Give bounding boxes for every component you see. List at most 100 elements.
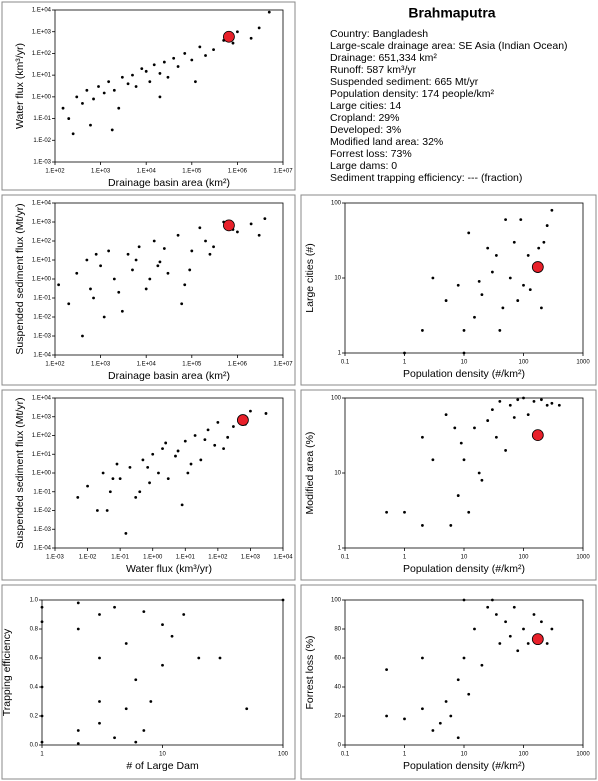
point [504, 620, 507, 624]
point [212, 245, 215, 249]
panel-frame [1, 194, 296, 386]
point [473, 627, 476, 631]
x-tick-label: 10 [461, 360, 468, 366]
point [218, 656, 222, 660]
panel-frame [300, 194, 597, 386]
x-tick-label: 100 [518, 360, 529, 366]
point [512, 240, 516, 244]
point [112, 88, 116, 92]
point [113, 605, 116, 609]
point [75, 95, 79, 99]
highlight-point [531, 633, 544, 646]
point [176, 449, 180, 453]
x-tick-label: 1.E+03 [91, 169, 111, 175]
point [504, 218, 507, 222]
point [188, 268, 192, 272]
point [105, 509, 109, 512]
point [120, 309, 124, 313]
y-tick-label: 10 [334, 471, 341, 477]
y-tick-label: 1.E+03 [32, 29, 52, 35]
point [102, 315, 106, 319]
y-tick-label: 100 [331, 396, 342, 402]
point [146, 465, 150, 469]
y-tick-label: 1.E+00 [32, 471, 52, 477]
point [134, 495, 138, 499]
y-tick-label: 1.E+02 [32, 51, 52, 57]
info-line: Forrest loss: 73% [330, 148, 412, 160]
point [124, 707, 128, 711]
y-tick-label: 1.E+00 [32, 94, 52, 100]
point [152, 239, 156, 243]
point [110, 128, 114, 132]
point [174, 454, 177, 458]
panel-frame [1, 389, 296, 581]
point [197, 656, 201, 660]
info-line: Sediment trapping efficiency: --- (fract… [330, 172, 522, 184]
point [198, 226, 202, 230]
point [438, 721, 442, 725]
y-tick-label: 20 [334, 714, 341, 720]
point [204, 239, 207, 243]
point [473, 426, 476, 430]
point [222, 447, 225, 451]
x-tick-label: 100 [518, 752, 529, 758]
panel-frame [1, 1, 296, 191]
point [189, 462, 193, 466]
point [431, 276, 435, 280]
x-tick-label: 1000 [576, 555, 590, 561]
point [249, 409, 252, 413]
point [267, 10, 271, 14]
point [480, 663, 484, 667]
info-title: Brahmaputra [408, 5, 495, 21]
point [501, 306, 505, 310]
point [134, 740, 138, 744]
y-tick-label: 1.E+02 [32, 239, 52, 245]
point [494, 435, 498, 439]
point [166, 477, 170, 481]
point [494, 613, 498, 616]
point [124, 532, 128, 535]
point [183, 283, 187, 287]
point [557, 403, 561, 407]
y-axis-label: Suspended sediment flux (Mt/yr) [14, 397, 26, 548]
point [486, 605, 490, 609]
point [508, 634, 512, 638]
point [477, 471, 481, 475]
x-tick-label: 1.E+02 [45, 169, 65, 175]
y-tick-label: 1.E+01 [32, 452, 52, 458]
info-line: Large dams: 0 [330, 160, 397, 172]
x-tick-label: 1 [403, 555, 407, 561]
y-tick-label: 0.0 [30, 743, 39, 749]
point [249, 222, 253, 226]
plot-area [54, 202, 284, 356]
x-tick-label: 1.E-02 [79, 555, 97, 561]
x-tick-label: 10 [159, 752, 166, 758]
point [190, 249, 194, 253]
point [107, 249, 111, 253]
point [385, 510, 388, 514]
point [151, 452, 155, 456]
x-tick-label: 10 [461, 555, 468, 561]
y-axis-label: Water flux (km³/yr) [14, 43, 26, 129]
point [508, 276, 512, 280]
point [107, 80, 111, 84]
x-tick-label: 1 [40, 752, 44, 758]
y-tick-label: 0.2 [30, 714, 39, 720]
x-tick-label: 1 [403, 360, 407, 366]
point [172, 56, 176, 60]
point [144, 287, 148, 291]
point [67, 117, 71, 120]
x-tick-label: 1.E+07 [273, 362, 293, 368]
x-tick-label: 0.1 [341, 752, 350, 758]
y-tick-label: 1.E-03 [33, 527, 51, 533]
point [128, 465, 132, 469]
point [102, 91, 106, 95]
point [421, 435, 424, 439]
y-tick-label: 1.E-02 [33, 138, 51, 144]
point [462, 598, 466, 602]
point [456, 736, 460, 740]
point [98, 656, 101, 660]
point [61, 106, 65, 110]
point [170, 634, 174, 638]
